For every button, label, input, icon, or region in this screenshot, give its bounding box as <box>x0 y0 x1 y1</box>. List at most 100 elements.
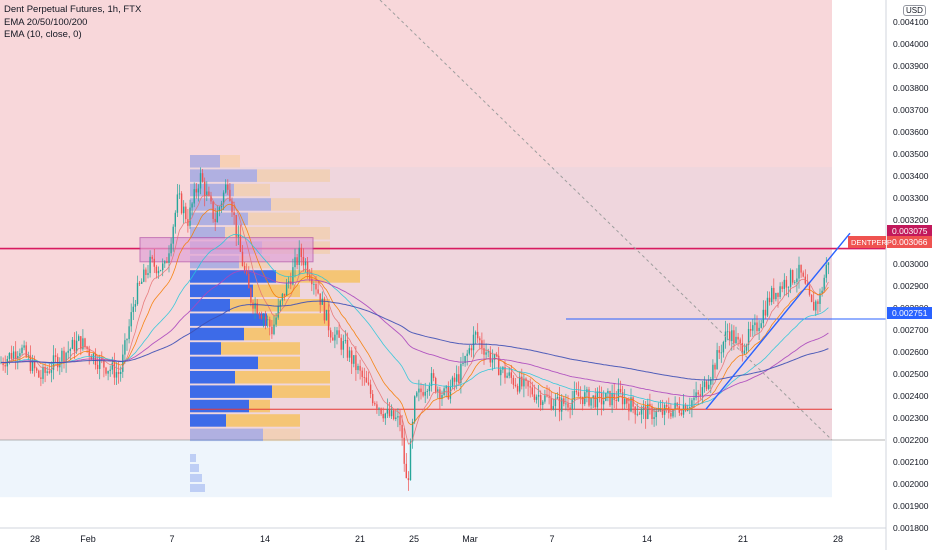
time-axis[interactable]: 28 Feb 7 14 21 25 Mar 7 14 21 28 <box>0 527 886 544</box>
candle-body <box>90 355 92 360</box>
candle-body <box>651 406 653 419</box>
candle-body <box>210 195 212 202</box>
candle-body <box>735 336 737 344</box>
candle-body <box>485 352 487 355</box>
candle-body <box>302 256 305 266</box>
candle-body <box>516 385 519 392</box>
candle-body <box>17 355 19 359</box>
candle-body <box>69 349 71 351</box>
ema-50-line <box>0 233 829 406</box>
candle-body <box>428 385 431 392</box>
candle-body <box>750 328 752 331</box>
candle-body <box>432 373 435 378</box>
candle-body <box>628 403 630 412</box>
candle-body <box>149 256 151 274</box>
candle-body <box>416 392 418 397</box>
candle-body <box>23 345 25 348</box>
candle-body <box>115 372 118 378</box>
candle-body <box>472 334 475 351</box>
candle-body <box>470 348 473 351</box>
candle-body <box>579 396 582 398</box>
candle-body <box>332 337 334 341</box>
price-tick-9: 0.003200 <box>893 215 929 225</box>
candle-body <box>798 264 800 279</box>
candle-body <box>138 282 141 284</box>
time-tick-6: Mar <box>462 534 478 544</box>
candle-body <box>655 410 657 418</box>
candle-body <box>514 384 517 386</box>
candle-body <box>823 277 825 291</box>
candle-body <box>615 399 617 402</box>
resistance-box <box>139 237 314 263</box>
candle-body <box>567 403 569 408</box>
candle-body <box>235 214 237 237</box>
candle-body <box>405 463 407 479</box>
candle-body <box>796 278 798 283</box>
candle-body <box>380 408 382 415</box>
candle-body <box>401 424 403 438</box>
candle-body <box>558 397 561 412</box>
candle-body <box>48 371 50 373</box>
candle-body <box>701 387 704 396</box>
candle-body <box>817 301 819 304</box>
candle-body <box>638 413 641 415</box>
candle-body <box>453 377 456 382</box>
candle-body <box>810 294 813 302</box>
candle-body <box>384 413 386 419</box>
vp-low-2 <box>190 474 202 482</box>
candle-body <box>197 188 200 193</box>
candle-body <box>695 392 697 398</box>
vp-low-1 <box>190 464 199 472</box>
candle-body <box>439 389 441 399</box>
candle-body <box>277 306 279 318</box>
candle-body <box>84 338 86 347</box>
candle-body <box>544 395 546 402</box>
candle-body <box>348 350 351 358</box>
vp-buy-11 <box>190 313 267 326</box>
price-tick-12: 0.002900 <box>893 281 929 291</box>
candle-body <box>792 270 794 283</box>
candle-body <box>109 369 111 371</box>
candle-body <box>552 406 554 410</box>
candle-body <box>214 218 216 223</box>
indicator-ema10[interactable]: EMA (10, close, 0) <box>4 29 82 40</box>
candle-body <box>489 351 491 363</box>
candle-body <box>411 421 414 442</box>
candle-body <box>319 293 321 305</box>
candle-body <box>596 391 599 408</box>
time-tick-3: 14 <box>260 534 270 544</box>
price-label-2: 0.002751 <box>892 308 928 318</box>
candle-body <box>218 207 221 211</box>
vp-sell-3 <box>271 198 360 211</box>
candle-body <box>451 377 454 387</box>
candle-body <box>325 309 328 321</box>
candle-body <box>430 373 433 386</box>
ema-lines <box>0 194 829 445</box>
candle-body <box>342 341 344 350</box>
candle-body <box>351 350 353 364</box>
time-tick-1: Feb <box>80 534 96 544</box>
price-tick-16: 0.002500 <box>893 369 929 379</box>
price-axis[interactable]: 0.004100 0.004000 0.003900 0.003800 0.003700… <box>885 0 929 550</box>
candle-body <box>714 364 716 370</box>
vp-sell-4 <box>248 212 300 226</box>
candle-body <box>359 365 361 371</box>
candle-body <box>12 351 15 359</box>
price-label-box-1 <box>887 236 932 248</box>
currency-button[interactable]: USD <box>903 5 926 16</box>
candle-body <box>36 368 38 371</box>
candle-body <box>449 386 452 399</box>
candle-body <box>46 371 48 373</box>
candle-body <box>38 370 40 378</box>
candle-body <box>519 376 521 392</box>
candle-body <box>752 325 754 331</box>
candle-body <box>716 350 718 370</box>
candle-body <box>718 350 720 353</box>
price-tick-18: 0.002300 <box>893 413 929 423</box>
candle-body <box>296 257 298 266</box>
indicator-ema-ribbon[interactable]: EMA 20/50/100/200 <box>4 16 88 28</box>
candle-body <box>130 312 132 327</box>
candle-body <box>739 339 741 344</box>
candle-body <box>424 391 426 396</box>
